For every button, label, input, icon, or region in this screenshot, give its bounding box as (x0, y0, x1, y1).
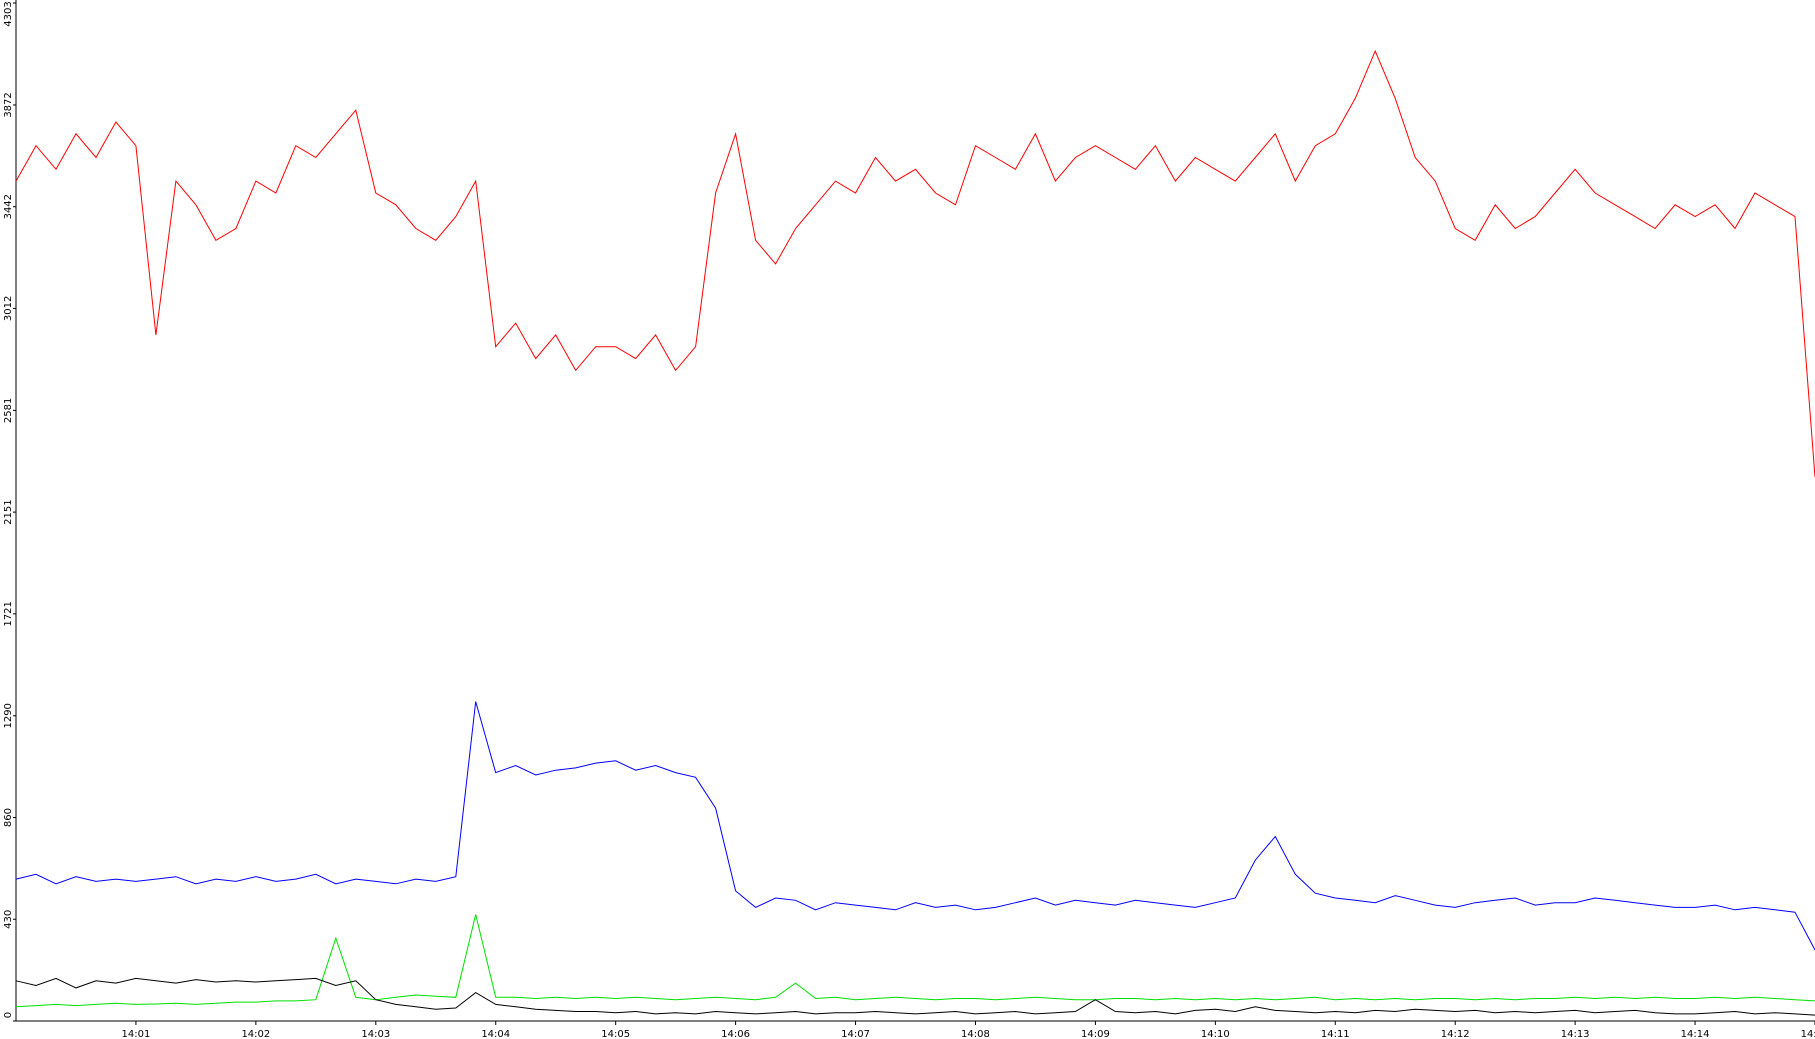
y-tick-label: 3012 (3, 296, 14, 321)
y-tick-label: 1290 (3, 703, 14, 728)
x-tick-label: 14:05 (601, 1029, 630, 1039)
x-tick-label: 14:04 (481, 1029, 510, 1039)
x-tick-label: 14:07 (841, 1029, 870, 1039)
x-tick-label: 14:11 (1321, 1029, 1350, 1039)
y-tick-label: 3442 (3, 194, 14, 219)
x-tick-label: 14:01 (122, 1029, 151, 1039)
series-line (15, 701, 1815, 951)
x-tick-label: 14:06 (721, 1029, 750, 1039)
x-tick-label: 14:02 (241, 1029, 270, 1039)
x-tick-label: 14:10 (1201, 1029, 1230, 1039)
x-tick-label: 14:13 (1561, 1029, 1590, 1039)
y-tick-label: 860 (3, 808, 14, 827)
series-line (15, 914, 1815, 1008)
y-tick-label: 2581 (3, 398, 14, 423)
y-tick-label: 4303 (3, 1, 14, 26)
y-tick-label: 1721 (3, 601, 14, 626)
x-tick-label: 14:15 (1801, 1029, 1815, 1039)
series-line (15, 977, 1815, 1016)
series-line (15, 49, 1815, 477)
y-tick-label: 430 (3, 910, 14, 929)
y-tick-label: 3872 (3, 92, 14, 117)
x-tick-label: 14:03 (361, 1029, 390, 1039)
y-tick-label: 0 (3, 1012, 14, 1018)
y-tick-label: 2151 (3, 499, 14, 524)
x-tick-label: 14:09 (1081, 1029, 1110, 1039)
x-tick-label: 14:14 (1681, 1029, 1710, 1039)
x-tick-label: 14:08 (961, 1029, 990, 1039)
x-tick-label: 14:12 (1441, 1029, 1470, 1039)
